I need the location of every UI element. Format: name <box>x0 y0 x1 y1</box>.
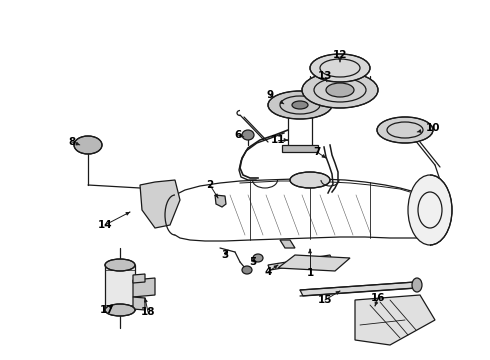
Text: 12: 12 <box>333 50 347 60</box>
Text: 1: 1 <box>306 268 314 278</box>
Polygon shape <box>268 255 332 270</box>
Text: 9: 9 <box>267 90 273 100</box>
Text: 15: 15 <box>318 295 332 305</box>
Ellipse shape <box>242 130 254 140</box>
Ellipse shape <box>290 172 330 188</box>
Polygon shape <box>280 240 295 248</box>
Text: 17: 17 <box>99 305 114 315</box>
Ellipse shape <box>242 266 252 274</box>
Polygon shape <box>133 278 155 297</box>
Text: 6: 6 <box>234 130 242 140</box>
Ellipse shape <box>74 136 102 154</box>
Text: 16: 16 <box>371 293 385 303</box>
Text: 8: 8 <box>69 137 75 147</box>
Text: 5: 5 <box>249 257 257 267</box>
Ellipse shape <box>310 54 370 82</box>
Polygon shape <box>355 295 435 345</box>
Text: 7: 7 <box>313 147 320 157</box>
Polygon shape <box>140 180 180 228</box>
Ellipse shape <box>377 117 433 143</box>
Ellipse shape <box>292 101 308 109</box>
Text: 11: 11 <box>271 135 285 145</box>
Text: 13: 13 <box>318 71 332 81</box>
Polygon shape <box>282 145 318 152</box>
Text: 18: 18 <box>141 307 155 317</box>
Ellipse shape <box>105 259 135 271</box>
Ellipse shape <box>105 304 135 316</box>
Ellipse shape <box>268 91 332 119</box>
Ellipse shape <box>302 72 378 108</box>
Polygon shape <box>133 297 145 310</box>
Ellipse shape <box>253 254 263 262</box>
Polygon shape <box>105 265 135 310</box>
Text: 10: 10 <box>426 123 440 133</box>
Polygon shape <box>133 274 145 283</box>
Text: 4: 4 <box>264 267 271 277</box>
Text: 14: 14 <box>98 220 112 230</box>
Polygon shape <box>278 255 350 271</box>
Text: 2: 2 <box>206 180 214 190</box>
Ellipse shape <box>408 175 452 245</box>
Text: 3: 3 <box>221 250 229 260</box>
Ellipse shape <box>412 278 422 292</box>
Polygon shape <box>300 282 418 296</box>
Ellipse shape <box>326 83 354 97</box>
Polygon shape <box>215 195 226 207</box>
